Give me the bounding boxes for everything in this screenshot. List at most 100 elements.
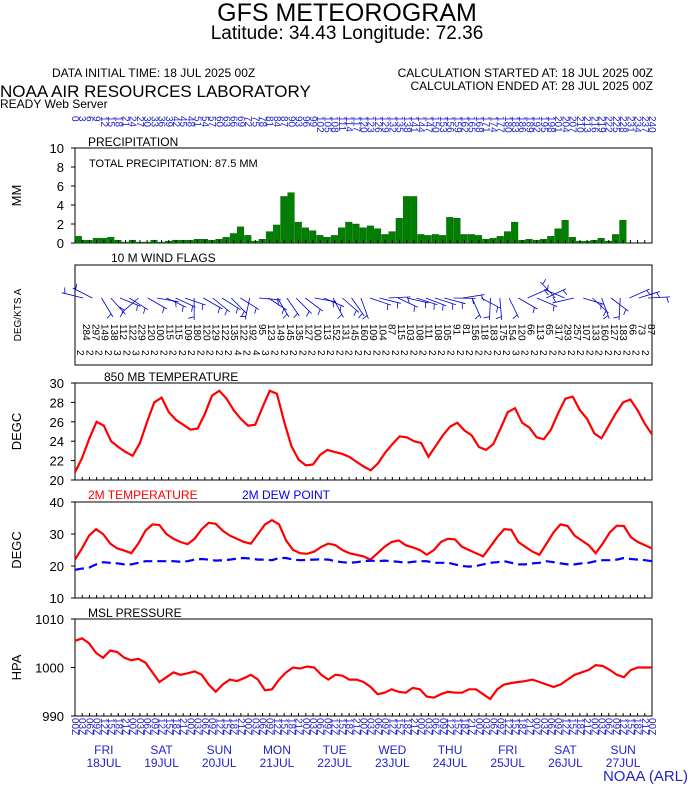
wind-speed-label: 2 bbox=[241, 350, 252, 356]
forecast-hour-label: 30 bbox=[141, 116, 152, 128]
series-line-t2m-0 bbox=[74, 518, 653, 561]
wind-dir-label: 91 bbox=[450, 324, 461, 336]
hour-label: 00Z bbox=[358, 718, 369, 735]
y-axis-label-precip: MM bbox=[9, 185, 24, 207]
forecast-hour-label: 198 bbox=[545, 116, 556, 133]
hour-label: 00Z bbox=[300, 718, 311, 735]
date-label: 22JUL bbox=[317, 756, 352, 770]
hour-label: 21Z bbox=[639, 718, 650, 735]
hour-label: 03Z bbox=[192, 718, 203, 735]
wind-dir-label: 183 bbox=[488, 324, 499, 341]
wind-speed-label: 2 bbox=[176, 350, 187, 356]
hour-label: 15Z bbox=[624, 718, 635, 735]
wind-speed-label: 2 bbox=[444, 350, 455, 356]
forecast-hour-label: 123 bbox=[365, 116, 376, 133]
wind-speed-label: 2 bbox=[74, 350, 85, 356]
wind-dir-label: 145 bbox=[349, 324, 360, 341]
wind-barb bbox=[281, 308, 285, 315]
forecast-hour-label: 162 bbox=[458, 116, 469, 133]
forecast-hour-label: 126 bbox=[372, 116, 383, 133]
y-tick-label-t850: 24 bbox=[50, 434, 64, 449]
wind-speed-label: 2 bbox=[426, 350, 437, 356]
wind-speed-label: 2 bbox=[194, 350, 205, 356]
hour-label: 09Z bbox=[264, 718, 275, 735]
wind-speed-label: 2 bbox=[120, 350, 131, 356]
day-label: SUN bbox=[610, 743, 635, 757]
hour-label: 12Z bbox=[617, 718, 628, 735]
forecast-hour-label: 210 bbox=[574, 116, 585, 133]
wind-dir-label: 154 bbox=[506, 324, 517, 341]
precip-bar bbox=[453, 218, 461, 244]
forecast-hour-label: 0 bbox=[69, 116, 80, 122]
wind-flag bbox=[601, 297, 610, 319]
wind-dir-label: 108 bbox=[432, 324, 443, 341]
forecast-hour-label: 177 bbox=[495, 116, 506, 133]
wind-speed-label: 2 bbox=[602, 350, 613, 356]
y-axis-label-t2m: DEGC bbox=[9, 531, 24, 569]
wind-speed-label: 2 bbox=[583, 350, 594, 356]
wind-barb bbox=[656, 292, 661, 298]
hour-label: 06Z bbox=[141, 718, 152, 735]
wind-speed-label: 2 bbox=[528, 350, 539, 356]
wind-dir-label: 175 bbox=[497, 324, 508, 341]
wind-speed-label: 2 bbox=[593, 350, 604, 356]
wind-speed-label: 2 bbox=[380, 350, 391, 356]
wind-speed-label: 2 bbox=[343, 350, 354, 356]
wind-dir-label: 156 bbox=[469, 324, 480, 341]
wind-barb bbox=[495, 316, 502, 320]
wind-speed-label: 2 bbox=[204, 350, 215, 356]
wind-barb bbox=[317, 309, 321, 315]
wind-flag bbox=[518, 297, 538, 310]
forecast-hour-label: 66 bbox=[228, 116, 239, 128]
precip-bar bbox=[561, 219, 569, 244]
wind-dir-label: 183 bbox=[617, 324, 628, 341]
panel-label-wind: 10 M WIND FLAGS bbox=[111, 251, 216, 265]
wind-dir-label: 284 bbox=[80, 324, 91, 341]
hour-label: 09Z bbox=[206, 718, 217, 735]
wind-speed-label: 2 bbox=[102, 350, 113, 356]
wind-flag bbox=[184, 297, 206, 306]
wind-flag bbox=[166, 297, 187, 308]
wind-flag bbox=[462, 294, 485, 299]
hour-label: 15Z bbox=[509, 718, 520, 735]
forecast-hour-label: 171 bbox=[480, 116, 491, 133]
wind-flag bbox=[536, 297, 558, 307]
wind-speed-label: 2 bbox=[454, 350, 465, 356]
wind-flag bbox=[314, 297, 337, 303]
hour-label: 03Z bbox=[134, 718, 145, 735]
forecast-hour-label: 12 bbox=[98, 116, 109, 128]
wind-flag bbox=[481, 297, 501, 309]
panel-label-precip: PRECIPITATION bbox=[88, 135, 178, 149]
wind-barb bbox=[162, 307, 165, 314]
wind-flag bbox=[119, 297, 141, 307]
hour-label: 06Z bbox=[199, 718, 210, 735]
forecast-hour-label: 183 bbox=[509, 116, 520, 133]
hour-label: 21Z bbox=[466, 718, 477, 735]
wind-dir-label: 145 bbox=[284, 324, 295, 341]
wind-barb bbox=[666, 296, 669, 303]
wind-dir-label: 108 bbox=[413, 324, 424, 341]
wind-barb bbox=[119, 306, 125, 311]
wind-dir-label: 87 bbox=[645, 324, 656, 336]
wind-barb bbox=[191, 305, 193, 312]
forecast-hour-label: 33 bbox=[148, 116, 159, 128]
wind-dir-label: 65 bbox=[543, 324, 554, 336]
forecast-hour-label: 189 bbox=[523, 116, 534, 133]
wind-flag bbox=[397, 297, 419, 308]
wind-speed-label: 2 bbox=[398, 350, 409, 356]
wind-dir-label: 180 bbox=[191, 324, 202, 341]
wind-barb bbox=[217, 307, 220, 314]
series-line-t850 bbox=[74, 389, 653, 473]
wind-dir-label: 100 bbox=[154, 324, 165, 341]
wind-dir-label: 81 bbox=[460, 324, 471, 336]
forecast-hour-label: 108 bbox=[329, 116, 340, 133]
wind-flag bbox=[552, 297, 574, 304]
precip-bar bbox=[410, 196, 418, 244]
wind-dir-label: 113 bbox=[321, 324, 332, 340]
wind-dir-label: 127 bbox=[608, 324, 619, 341]
forecast-hour-label: 3 bbox=[76, 116, 87, 122]
forecast-hour-label: 21 bbox=[119, 116, 130, 128]
wind-speed-label: 2 bbox=[491, 350, 502, 356]
forecast-hour-label: 69 bbox=[235, 116, 246, 128]
wind-flag bbox=[244, 297, 251, 320]
